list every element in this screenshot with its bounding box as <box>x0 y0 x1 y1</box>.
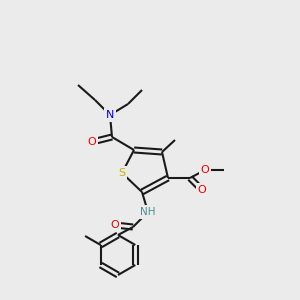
Text: O: O <box>198 185 206 195</box>
Text: O: O <box>88 137 96 147</box>
Text: NH: NH <box>140 207 156 217</box>
Text: O: O <box>201 165 209 175</box>
Text: O: O <box>111 220 119 230</box>
Text: N: N <box>106 110 114 120</box>
Text: S: S <box>118 168 126 178</box>
